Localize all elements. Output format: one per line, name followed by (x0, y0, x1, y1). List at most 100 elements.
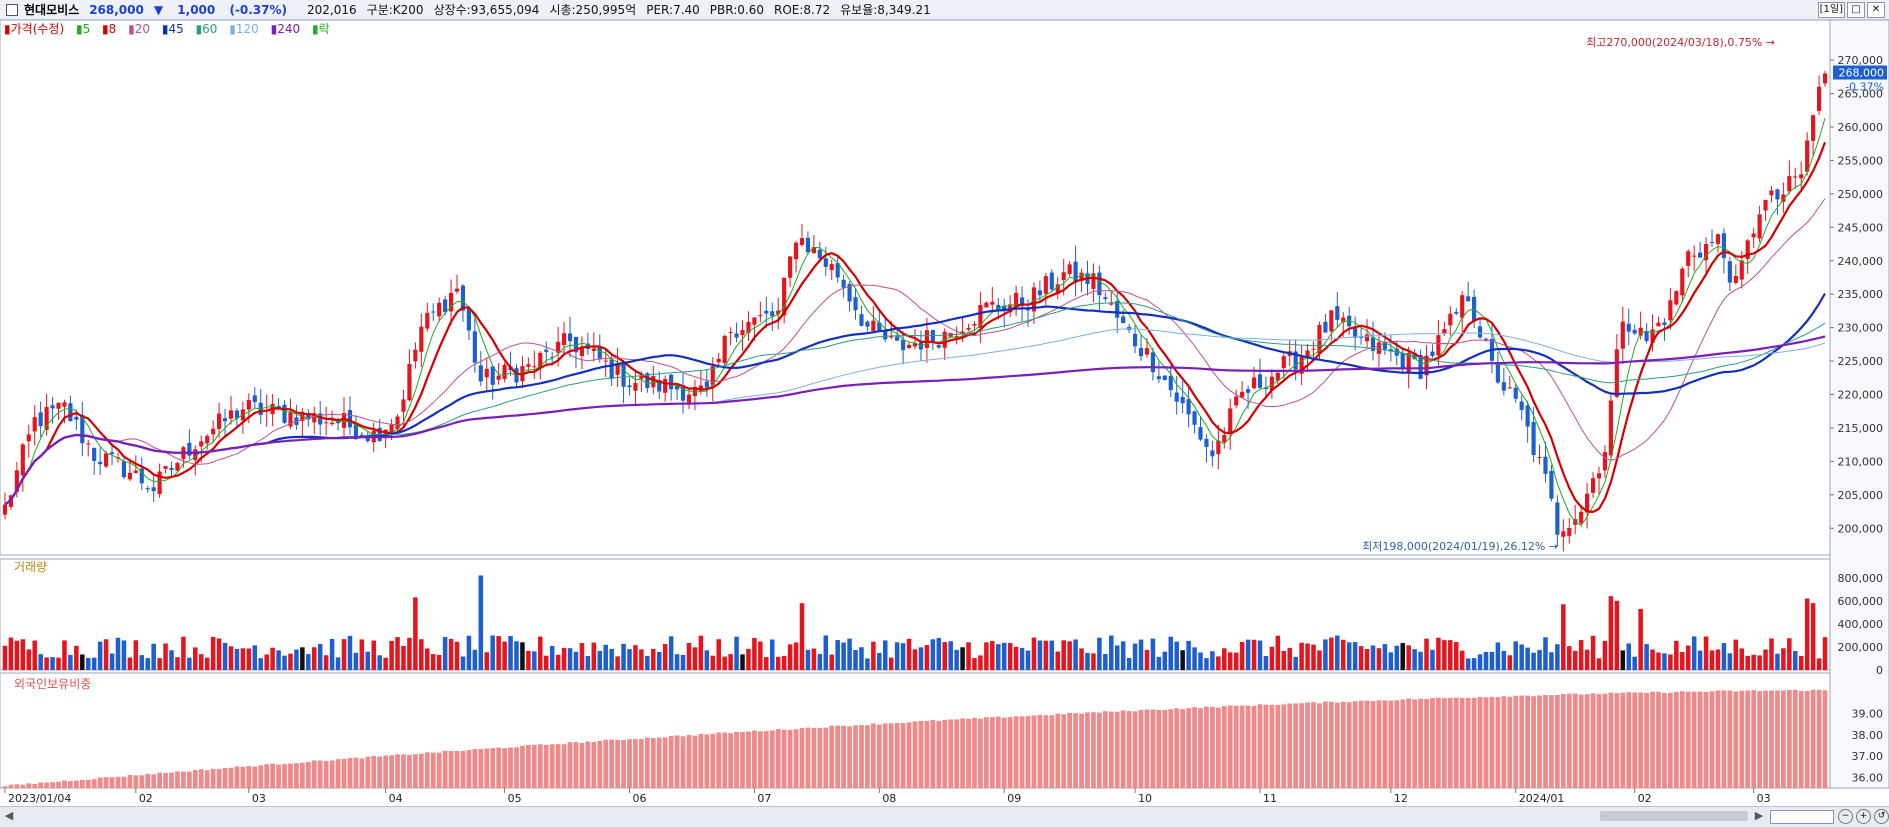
foreign-bar (686, 734, 692, 788)
foreign-bar (752, 730, 757, 788)
candle (1430, 351, 1435, 356)
volume-bar (353, 652, 359, 670)
legend-ma5[interactable]: ▮5 (75, 22, 91, 36)
volume-bar (103, 639, 109, 670)
foreign-bar (14, 784, 20, 788)
foreign-bar (763, 731, 769, 788)
volume-bar (692, 647, 698, 670)
foreign-bar (181, 771, 186, 788)
candle (895, 336, 900, 341)
price-tick-label: 265,000 (1838, 88, 1884, 101)
candle (1186, 399, 1191, 415)
legend-ma60[interactable]: ▮60 (195, 22, 218, 36)
foreign-bar (591, 741, 597, 788)
candle (1816, 86, 1822, 111)
candle (645, 373, 650, 389)
volume-bar (181, 636, 186, 670)
foreign-bar (383, 755, 389, 788)
foreign-bar (1673, 691, 1679, 788)
candle (1579, 511, 1584, 524)
volume-bar (526, 650, 531, 670)
candle (472, 331, 477, 363)
scroll-thumb[interactable] (1600, 811, 1748, 821)
foreign-bar (1572, 693, 1578, 788)
candle (972, 324, 977, 326)
volume-bar (597, 650, 603, 670)
volume-bar (454, 641, 460, 670)
candle (960, 331, 965, 334)
candle (1382, 341, 1387, 350)
legend-ma120[interactable]: ▮120 (229, 22, 259, 36)
candle (1775, 189, 1780, 200)
candle (550, 356, 555, 358)
foreign-bar (847, 726, 852, 788)
volume-bar (1287, 647, 1292, 670)
volume-bar (14, 640, 20, 670)
close-button[interactable]: ✕ (1867, 2, 1885, 18)
candle (1703, 243, 1709, 261)
foreign-bar (246, 766, 252, 788)
foreign-bar (299, 762, 305, 788)
zoom-reset-icon[interactable]: ↺ (1874, 809, 1889, 824)
volume-bar (258, 658, 263, 670)
legend-ma20[interactable]: ▮20 (128, 22, 151, 36)
candle (835, 263, 840, 278)
scroll-right-icon[interactable]: ▶ (1754, 809, 1764, 822)
foreign-bar (32, 783, 38, 788)
zoom-out-icon[interactable]: − (1838, 809, 1853, 824)
volume-bar (1346, 642, 1352, 670)
legend-price[interactable]: ▮가격(수정) (4, 22, 65, 36)
candle (1079, 272, 1084, 282)
candle (1686, 251, 1691, 266)
candle (1477, 326, 1483, 338)
restore-button[interactable]: □ (1847, 2, 1865, 18)
legend-lock[interactable]: ▮락 (311, 22, 330, 36)
volume-bar (918, 647, 924, 670)
candle (490, 366, 495, 385)
foreign-bar (609, 739, 615, 788)
candle (413, 349, 418, 362)
volume-bar (871, 641, 876, 670)
foreign-bar (989, 717, 995, 788)
zoom-slider[interactable] (1770, 810, 1834, 824)
volume-bar (1091, 653, 1096, 670)
volume-bar (1822, 637, 1828, 670)
foreign-bar (936, 720, 942, 788)
volume-bar (133, 640, 139, 670)
volume-bar (157, 658, 162, 670)
foreign-bar (841, 725, 847, 788)
zoom-in-icon[interactable]: + (1856, 809, 1871, 824)
period-button[interactable]: [1일] (1817, 2, 1845, 18)
candle (20, 444, 25, 476)
volume-bar (490, 635, 495, 670)
foreign-bar (1798, 691, 1804, 788)
candle (1299, 356, 1304, 374)
x-tick-label: 05 (508, 792, 522, 805)
candle (912, 343, 918, 347)
foreign-bar (543, 744, 549, 788)
foreign-bar (1424, 699, 1429, 788)
last-price-tag (1833, 65, 1887, 80)
candle (817, 249, 822, 259)
legend-ma240[interactable]: ▮240 (270, 22, 301, 36)
foreign-bar (924, 720, 930, 788)
candle (1727, 261, 1732, 283)
candle (734, 333, 739, 338)
price-change-pct: (-0.37%) (229, 2, 288, 17)
candle (1602, 452, 1608, 471)
candle (1424, 355, 1429, 376)
volume-bar (722, 656, 727, 670)
volume-bar (769, 639, 775, 670)
volume-bar (317, 643, 323, 670)
foreign-bar (389, 755, 394, 788)
legend-ma8[interactable]: ▮8 (102, 22, 117, 36)
foreign-bar (1584, 694, 1590, 788)
select-checkbox[interactable] (6, 3, 18, 16)
scroll-left-icon[interactable]: ◀ (4, 809, 14, 822)
horizontal-scrollbar[interactable]: ◀ ▶ − + ↺ (0, 806, 1889, 827)
volume-bar (413, 597, 418, 670)
legend-ma45[interactable]: ▮45 (161, 22, 184, 36)
foreign-bar (1477, 696, 1483, 788)
foreign-bar (1745, 690, 1751, 788)
volume-bar (538, 636, 543, 670)
